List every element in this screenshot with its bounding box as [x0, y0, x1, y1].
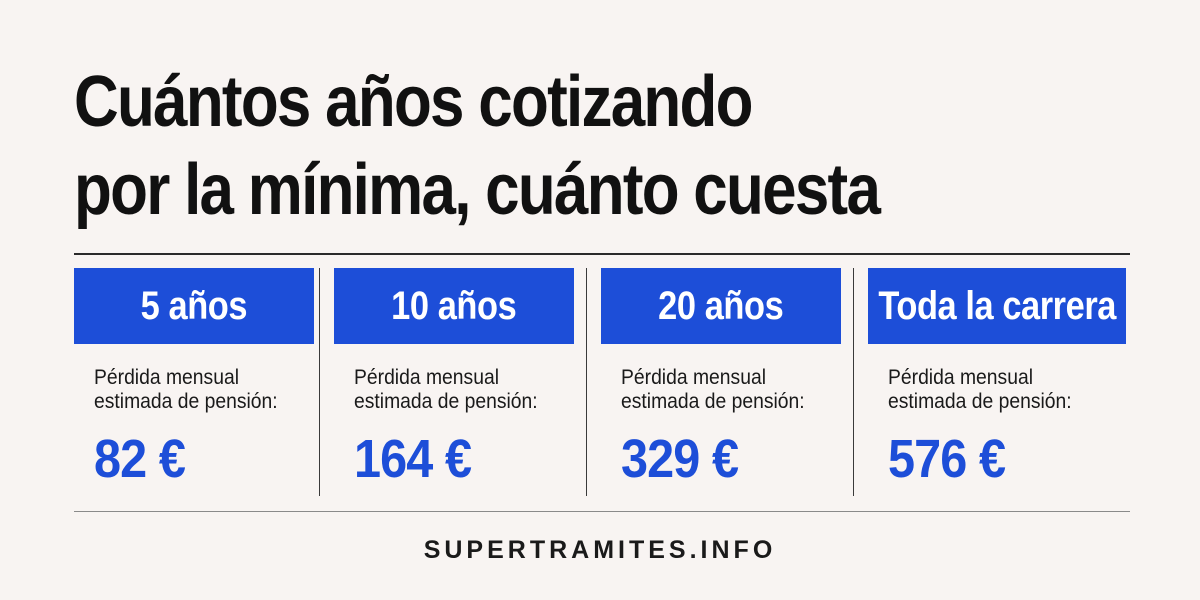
loss-description-line-2: estimada de pensión:	[354, 390, 538, 413]
top-divider	[74, 253, 1130, 255]
loss-description: Pérdida mensual estimada de pensión:	[94, 366, 296, 414]
loss-description-line-2: estimada de pensión:	[94, 390, 278, 413]
loss-description-line-1: Pérdida mensual	[621, 366, 766, 389]
column-header-label: 5 años	[140, 283, 248, 328]
loss-value: 329 €	[621, 429, 739, 489]
column-full-career: Toda la carrera Pérdida mensual estimada…	[868, 268, 1126, 496]
column-header-label: 20 años	[658, 283, 784, 328]
column-divider	[586, 268, 587, 496]
loss-description: Pérdida mensual estimada de pensión:	[354, 366, 556, 414]
loss-description-line-2: estimada de pensión:	[621, 390, 805, 413]
column-5-years: 5 años Pérdida mensual estimada de pensi…	[74, 268, 314, 496]
loss-description-line-2: estimada de pensión:	[888, 390, 1072, 413]
page-title: Cuántos años cotizando por la mínima, cu…	[74, 58, 881, 234]
loss-description-line-1: Pérdida mensual	[888, 366, 1033, 389]
column-header-label: 10 años	[391, 283, 517, 328]
column-divider	[319, 268, 320, 496]
column-header-label: Toda la carrera	[878, 283, 1116, 328]
column-header: 5 años	[74, 268, 314, 344]
footer-brand: SUPERTRAMITES.INFO	[423, 536, 777, 564]
bottom-divider	[74, 511, 1130, 512]
column-20-years: 20 años Pérdida mensual estimada de pens…	[601, 268, 841, 496]
column-10-years: 10 años Pérdida mensual estimada de pens…	[334, 268, 574, 496]
loss-description: Pérdida mensual estimada de pensión:	[888, 366, 1107, 414]
loss-description-line-1: Pérdida mensual	[354, 366, 499, 389]
loss-value: 576 €	[888, 429, 1006, 489]
title-line-1: Cuántos años cotizando	[74, 62, 753, 142]
loss-description: Pérdida mensual estimada de pensión:	[621, 366, 823, 414]
loss-description-line-1: Pérdida mensual	[94, 366, 239, 389]
loss-value: 82 €	[94, 429, 186, 489]
column-header: 10 años	[334, 268, 574, 344]
column-divider	[853, 268, 854, 496]
column-header: Toda la carrera	[868, 268, 1126, 344]
title-line-2: por la mínima, cuánto cuesta	[74, 150, 881, 230]
loss-value: 164 €	[354, 429, 472, 489]
column-header: 20 años	[601, 268, 841, 344]
